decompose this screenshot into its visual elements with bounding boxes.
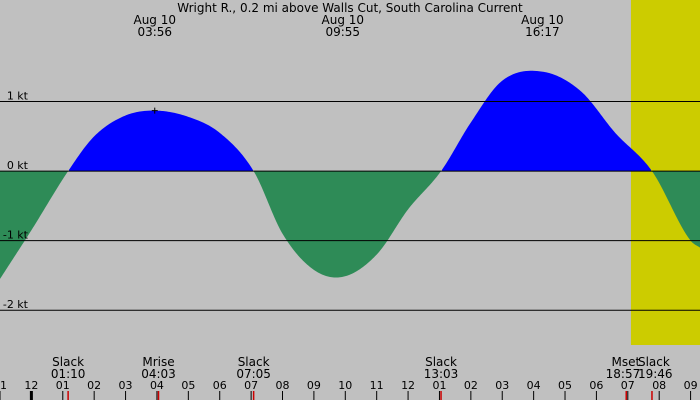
bottom-event-name: Mset xyxy=(612,355,641,369)
hour-tick-label: 03 xyxy=(495,379,509,392)
y-tick-label: -2 kt xyxy=(3,298,29,311)
bottom-event-time: 19:46 xyxy=(638,367,673,381)
hour-tick-label: 02 xyxy=(464,379,478,392)
flood-area-1 xyxy=(69,110,253,172)
flood-area-3 xyxy=(442,70,651,172)
hour-tick-label: 01 xyxy=(56,379,70,392)
y-tick-label: 1 kt xyxy=(7,90,29,103)
hour-tick-label: 01 xyxy=(432,379,446,392)
bottom-event-time: 01:10 xyxy=(51,367,86,381)
bottom-event-name: Slack xyxy=(638,355,670,369)
hour-tick-label: 08 xyxy=(652,379,666,392)
hour-tick-label: 08 xyxy=(276,379,290,392)
hour-tick-label: 02 xyxy=(87,379,101,392)
current-areas xyxy=(0,70,700,279)
ebb-area-2 xyxy=(254,171,441,278)
event-time-label: 16:17 xyxy=(525,25,560,39)
hour-tick-label: 09 xyxy=(684,379,698,392)
event-date-label: Aug 10 xyxy=(521,13,564,27)
event-time-label: 03:56 xyxy=(137,25,172,39)
hour-tick-label: 07 xyxy=(621,379,635,392)
bottom-event-time: 04:03 xyxy=(141,367,176,381)
bottom-event-name: Slack xyxy=(52,355,84,369)
peak-marker xyxy=(151,107,158,114)
hour-tick-label: 12 xyxy=(401,379,415,392)
peak-markers xyxy=(151,107,158,114)
hour-tick-label: 07 xyxy=(244,379,258,392)
ebb-area-0 xyxy=(0,171,68,279)
hour-axis: 11 12 01 02 03 04 05 06 07 08 09 10 11 12 01 02 03 04 05 06… xyxy=(0,379,698,400)
chart-title: Wright R., 0.2 mi above Walls Cut, South… xyxy=(177,1,523,15)
hour-tick-label: 05 xyxy=(558,379,572,392)
bottom-event-name: Slack xyxy=(238,355,270,369)
hour-tick-label: 04 xyxy=(527,379,541,392)
y-tick-label: 0 kt xyxy=(7,159,29,172)
bottom-event-name: Slack xyxy=(425,355,457,369)
hour-tick-label: 09 xyxy=(307,379,321,392)
event-time-label: 09:55 xyxy=(325,25,360,39)
hour-tick-label: 11 xyxy=(0,379,7,392)
hour-tick-label: 03 xyxy=(119,379,133,392)
event-date-label: Aug 10 xyxy=(322,13,365,27)
ebb-area-4 xyxy=(652,171,700,248)
bottom-event-time: 18:57 xyxy=(606,367,641,381)
bottom-event-name: Mrise xyxy=(142,355,174,369)
bottom-event-labels: Slack01:10Mrise04:03Slack07:05Slack13:03… xyxy=(51,355,673,381)
hour-tick-label: 11 xyxy=(370,379,384,392)
bottom-event-time: 13:03 xyxy=(424,367,459,381)
hour-tick-label: 06 xyxy=(213,379,227,392)
grid-lines xyxy=(0,101,700,311)
midnight-marker xyxy=(29,391,33,400)
hour-tick-label: 10 xyxy=(338,379,352,392)
hour-tick-label: 06 xyxy=(589,379,603,392)
event-date-label: Aug 10 xyxy=(133,13,176,27)
y-tick-label: -1 kt xyxy=(3,229,29,242)
y-axis-labels: 1 kt 0 kt -1 kt -2 kt xyxy=(3,90,29,312)
hour-tick-label: 05 xyxy=(181,379,195,392)
hour-tick-label: 12 xyxy=(24,379,38,392)
hour-tick-label: 04 xyxy=(150,379,164,392)
bottom-event-time: 07:05 xyxy=(236,367,271,381)
